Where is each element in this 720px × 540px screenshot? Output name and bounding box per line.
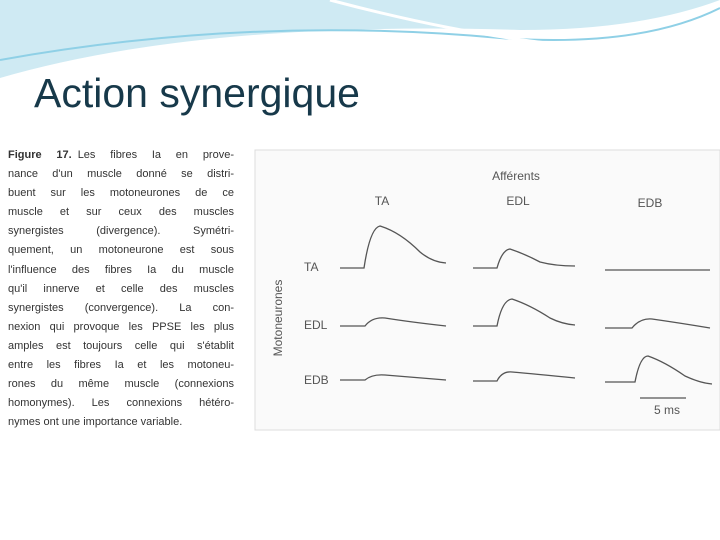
caption-text: Les fibres Ia en prove- [77,149,234,161]
caption-line: l'influence des fibres Ia du muscle [8,263,234,276]
trace [473,248,576,269]
row-label: TA [304,260,318,274]
columns-title: Afférents [492,169,540,183]
scale-label: 5 ms [654,403,680,417]
caption-line: synergistes (convergence). La con- [8,301,234,314]
caption-line: nymes ont une importance variable. [8,416,183,429]
trace [340,225,447,269]
column-label: TA [375,194,389,208]
column-label: EDL [506,194,530,208]
caption-line: qu'il innerve et celle des muscles [8,282,234,295]
caption-line: muscle et sur ceux des muscles [8,206,234,219]
header-curve [0,7,720,61]
row-label: EDL [304,318,328,332]
caption-line: buent sur les motoneurones de ce [8,187,234,200]
caption-line: entre les fibres Ia et les motoneu- [8,359,234,372]
header-curve [329,0,720,50]
trace [605,355,713,385]
row-label: EDB [304,373,329,387]
traces [340,225,713,385]
caption-line: quement, un motoneurone est sous [8,244,234,257]
caption-line: amples est toujours celle qui s'établit [8,339,234,352]
caption-line: synergistes (divergence). Symétri- [8,225,234,238]
figure-panel [254,149,720,431]
figure-caption: Figure 17. Les fibres Ia en prove-nance d… [8,146,234,432]
caption-label: Figure 17. [8,149,72,161]
trace [340,317,447,327]
rows-title: Motoneurones [271,280,285,357]
trace [473,371,576,382]
trace [605,318,711,329]
caption-line: nexion qui provoque les PPSE les plus [8,320,234,333]
trace [340,374,447,381]
caption-line: homonymes). Les connexions hétéro- [8,397,234,410]
header-swoosh [0,0,720,78]
column-label: EDB [638,196,663,210]
caption-line: Figure 17. Les fibres Ia en prove- [8,146,234,165]
slide-title: Action synergique [34,70,360,116]
trace [473,298,576,327]
caption-line: rones du même muscle (connexions [8,378,234,391]
caption-line: nance d'un muscle donné se distri- [8,168,234,181]
